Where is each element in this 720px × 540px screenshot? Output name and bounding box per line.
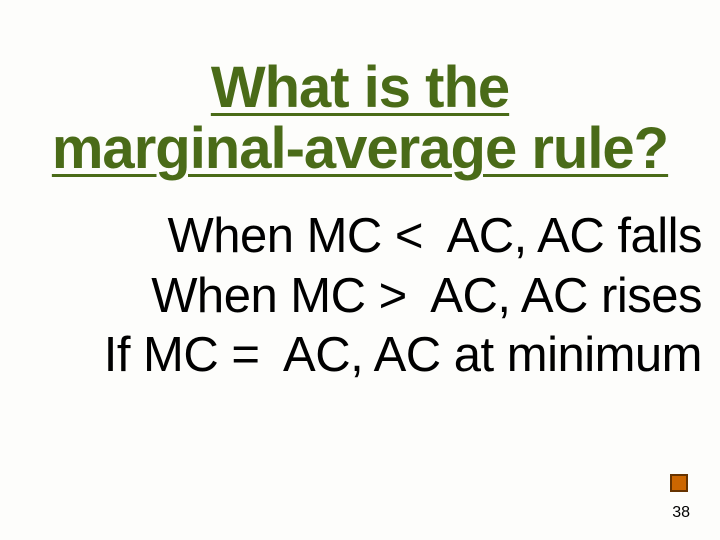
slide-body: When MC < AC, AC falls When MC > AC, AC … — [0, 208, 720, 385]
decorative-square-icon — [670, 474, 688, 492]
body-line-1: When MC < AC, AC falls — [10, 208, 702, 266]
slide-container: What is the marginal-average rule? When … — [0, 0, 720, 540]
body-line-3: If MC = AC, AC at minimum — [10, 327, 702, 385]
title-line-2: marginal-average rule? — [52, 116, 668, 181]
title-line-1: What is the — [211, 55, 509, 120]
slide-title: What is the marginal-average rule? — [18, 58, 702, 180]
body-line-2: When MC > AC, AC rises — [10, 268, 702, 326]
page-number: 38 — [672, 504, 690, 522]
